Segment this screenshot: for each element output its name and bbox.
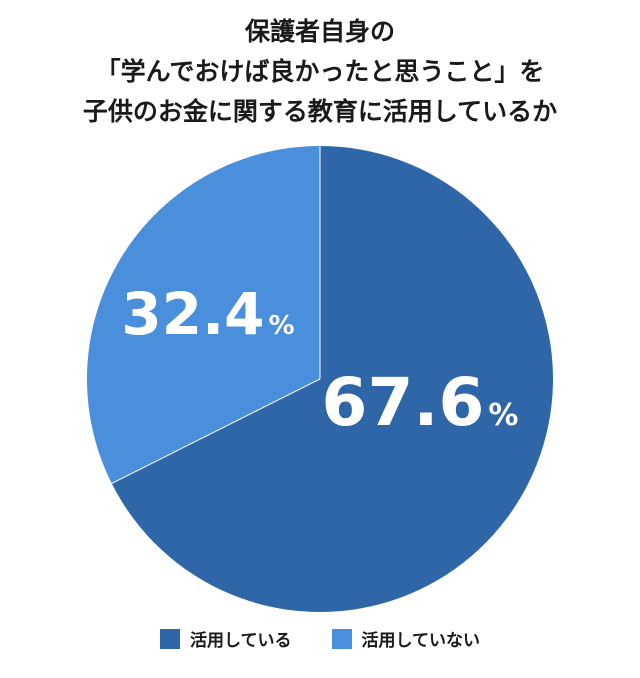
title-line-3: 子供のお金に関する教育に活用しているか	[82, 97, 558, 126]
legend-item-not-using: 活用していない	[331, 626, 481, 651]
legend-label-not-using: 活用していない	[361, 631, 481, 651]
pie-slice-not-using	[86, 146, 320, 484]
legend-label-using: 活用している	[190, 631, 292, 651]
legend: 活用している 活用していない	[0, 626, 640, 651]
slice-separator	[111, 378, 321, 484]
legend-swatch-using	[160, 628, 180, 649]
title-line-1: 保護者自身の	[244, 17, 395, 46]
data-label-using: 67.6%	[322, 364, 519, 441]
title-line-2: 「学んでおけば良かったと思うこと」を	[95, 57, 545, 86]
chart-title: 保護者自身の 「学んでおけば良かったと思うこと」を 子供のお金に関する教育に活用…	[0, 12, 640, 132]
legend-item-using: 活用している	[160, 626, 292, 651]
legend-swatch-not-using	[331, 628, 352, 649]
pie-slice-using	[111, 146, 553, 612]
data-label-not-using: 32.4%	[121, 280, 294, 348]
